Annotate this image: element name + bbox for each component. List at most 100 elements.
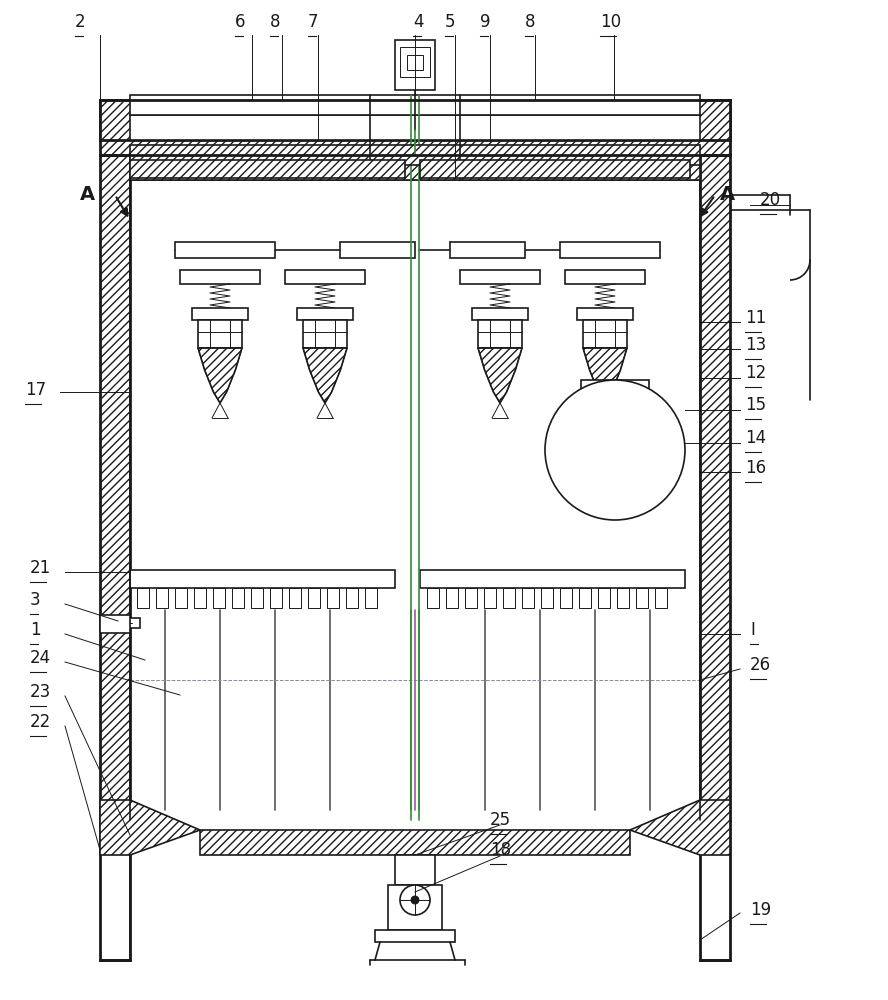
- Polygon shape: [478, 348, 522, 403]
- Circle shape: [400, 885, 430, 915]
- Bar: [194, 588, 206, 608]
- Bar: [130, 95, 700, 115]
- Bar: [130, 145, 700, 165]
- Bar: [100, 100, 730, 155]
- Bar: [346, 588, 358, 608]
- Polygon shape: [630, 800, 730, 855]
- Text: 20: 20: [760, 191, 781, 209]
- Bar: [251, 588, 263, 608]
- Bar: [270, 588, 282, 608]
- Text: 19: 19: [750, 901, 771, 919]
- Polygon shape: [198, 348, 242, 403]
- Text: 23: 23: [30, 683, 52, 701]
- Text: 13: 13: [745, 336, 766, 354]
- Text: 8: 8: [525, 13, 535, 31]
- Polygon shape: [583, 348, 627, 403]
- Bar: [465, 588, 477, 608]
- Bar: [297, 308, 353, 320]
- Bar: [591, 412, 638, 422]
- Text: 5: 5: [445, 13, 456, 31]
- Bar: [450, 242, 525, 258]
- Text: 16: 16: [745, 459, 766, 477]
- Bar: [446, 588, 458, 608]
- Bar: [156, 588, 168, 608]
- Text: 6: 6: [235, 13, 245, 31]
- Text: 14: 14: [745, 429, 766, 447]
- Bar: [478, 320, 522, 348]
- Bar: [400, 47, 430, 77]
- Text: 1: 1: [30, 621, 41, 639]
- Bar: [420, 160, 690, 178]
- Bar: [375, 930, 455, 942]
- Bar: [420, 570, 685, 588]
- Bar: [560, 588, 572, 608]
- Bar: [617, 588, 629, 608]
- Bar: [388, 885, 442, 930]
- Bar: [395, 855, 435, 885]
- Circle shape: [545, 380, 685, 520]
- Text: A: A: [720, 186, 735, 205]
- Bar: [655, 588, 667, 608]
- Text: 7: 7: [308, 13, 319, 31]
- Bar: [583, 320, 627, 348]
- Polygon shape: [100, 800, 200, 855]
- Text: 8: 8: [270, 13, 281, 31]
- Text: 26: 26: [750, 656, 771, 674]
- Text: 22: 22: [30, 713, 52, 731]
- Bar: [596, 422, 633, 445]
- Bar: [522, 588, 534, 608]
- Bar: [565, 270, 645, 284]
- Bar: [340, 242, 415, 258]
- Bar: [581, 380, 649, 391]
- Bar: [484, 588, 496, 608]
- Bar: [407, 55, 423, 70]
- Bar: [579, 588, 591, 608]
- Bar: [100, 155, 130, 820]
- Text: 15: 15: [745, 396, 766, 414]
- Bar: [503, 588, 515, 608]
- Text: 10: 10: [600, 13, 621, 31]
- Bar: [472, 308, 528, 320]
- Bar: [175, 588, 187, 608]
- Bar: [100, 100, 730, 140]
- Bar: [460, 270, 540, 284]
- Bar: [213, 588, 225, 608]
- Text: 12: 12: [745, 364, 766, 382]
- Text: 21: 21: [30, 559, 52, 577]
- Bar: [200, 830, 630, 855]
- Bar: [308, 588, 320, 608]
- Text: 9: 9: [480, 13, 490, 31]
- Bar: [560, 242, 660, 258]
- Bar: [180, 270, 260, 284]
- Polygon shape: [597, 446, 634, 493]
- Bar: [427, 588, 439, 608]
- Text: 25: 25: [490, 811, 511, 829]
- Text: 24: 24: [30, 649, 52, 667]
- Bar: [130, 570, 395, 588]
- Bar: [289, 588, 301, 608]
- Bar: [700, 155, 730, 820]
- Bar: [577, 308, 633, 320]
- Bar: [130, 155, 700, 180]
- Bar: [100, 615, 130, 633]
- Text: 4: 4: [413, 13, 424, 31]
- Text: 17: 17: [25, 381, 46, 399]
- Bar: [636, 588, 648, 608]
- Text: 2: 2: [75, 13, 85, 31]
- Bar: [541, 588, 553, 608]
- Bar: [285, 270, 365, 284]
- Bar: [198, 320, 242, 348]
- Bar: [192, 308, 248, 320]
- Bar: [303, 320, 347, 348]
- Polygon shape: [100, 820, 130, 960]
- Text: 3: 3: [30, 591, 41, 609]
- Bar: [395, 40, 435, 90]
- Bar: [327, 588, 339, 608]
- Bar: [130, 160, 405, 178]
- Bar: [365, 588, 377, 608]
- Bar: [130, 115, 700, 140]
- Polygon shape: [303, 348, 347, 403]
- Bar: [232, 588, 244, 608]
- Bar: [175, 242, 275, 258]
- Text: A: A: [80, 186, 95, 205]
